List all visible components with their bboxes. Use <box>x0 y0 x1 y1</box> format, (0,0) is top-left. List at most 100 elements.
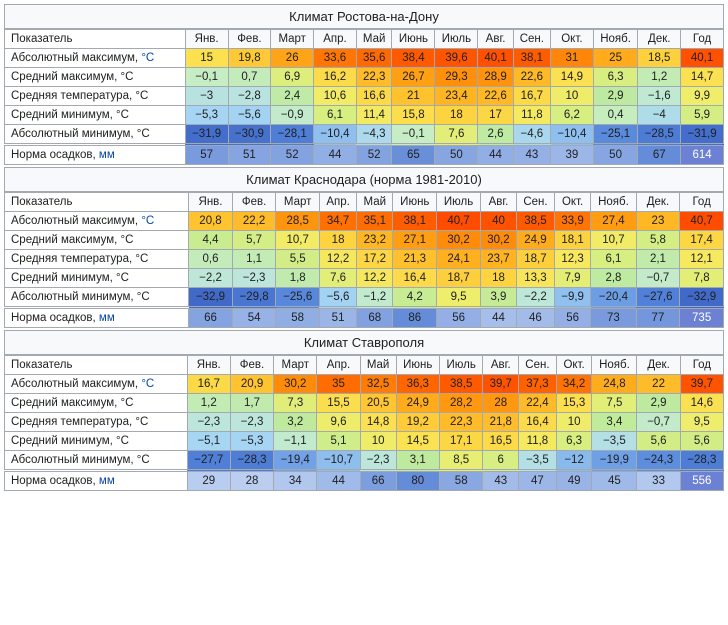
data-cell: 12,3 <box>554 250 590 269</box>
data-cell: 1,1 <box>232 250 276 269</box>
data-cell: 10 <box>551 87 594 106</box>
data-cell: −2,3 <box>360 451 396 471</box>
data-cell: −1,1 <box>274 432 317 451</box>
data-cell: 33,6 <box>314 49 357 68</box>
data-cell: 39,7 <box>483 375 519 394</box>
data-cell: −19,9 <box>592 451 637 471</box>
data-cell: 18,5 <box>638 49 681 68</box>
data-cell: −12 <box>556 451 592 471</box>
row-label: Средний минимум, °C <box>5 106 186 125</box>
unit-link-celsius[interactable]: °C <box>141 215 154 227</box>
unit-link-mm[interactable]: мм <box>99 475 115 487</box>
table-row: Абсолютный минимум, °C−32,9−29,8−25,6−5,… <box>5 288 724 308</box>
month-header: Июнь <box>393 193 437 212</box>
month-header: Июль <box>439 356 483 375</box>
data-cell: −4,6 <box>513 125 550 145</box>
data-cell: 1,2 <box>187 394 230 413</box>
table-row: Норма осадков, мм57515244526550444339506… <box>5 145 724 165</box>
table-title: Климат Краснодара (норма 1981-2010) <box>4 167 724 192</box>
climate-table: Климат СтаврополяПоказательЯнв.Фев.МартА… <box>4 330 724 491</box>
data-cell: 14,5 <box>396 432 439 451</box>
data-cell: 15,8 <box>392 106 435 125</box>
year-cell: 614 <box>681 145 724 165</box>
table-row: Абсолютный максимум, °C1519,82633,635,63… <box>5 49 724 68</box>
data-cell: −4 <box>638 106 681 125</box>
data-cell: 3,4 <box>592 413 637 432</box>
data-cell: −10,4 <box>551 125 594 145</box>
month-header: Сен. <box>513 30 550 49</box>
data-cell: 1,8 <box>276 269 320 288</box>
data-cell: 18 <box>435 106 478 125</box>
data-cell: 86 <box>393 308 437 328</box>
data-cell: 38,5 <box>439 375 483 394</box>
year-cell: −31,9 <box>681 125 724 145</box>
data-cell: 18,7 <box>437 269 481 288</box>
row-label: Средний минимум, °C <box>5 432 188 451</box>
data-cell: 56 <box>554 308 590 328</box>
data-cell: 58 <box>439 471 483 491</box>
data-cell: −31,9 <box>185 125 228 145</box>
data-cell: −27,7 <box>187 451 230 471</box>
unit-link-mm[interactable]: мм <box>99 149 115 161</box>
data-cell: 16,4 <box>519 413 557 432</box>
year-cell: 17,4 <box>680 231 724 250</box>
data-cell: 6,3 <box>593 68 638 87</box>
month-header: Апр. <box>317 356 360 375</box>
data-cell: 2,1 <box>636 250 680 269</box>
data-cell: 5,8 <box>636 231 680 250</box>
month-header: Янв. <box>189 193 233 212</box>
data-cell: 20,9 <box>230 375 273 394</box>
data-cell: 22,6 <box>513 68 550 87</box>
data-cell: 29,3 <box>435 68 478 87</box>
row-label: Средний максимум, °C <box>5 68 186 87</box>
data-cell: 44 <box>314 145 357 165</box>
data-cell: 22,3 <box>356 68 392 87</box>
year-cell: 14,6 <box>680 394 723 413</box>
data-cell: 57 <box>185 145 228 165</box>
data-cell: 50 <box>435 145 478 165</box>
table-title: Климат Ростова-на-Дону <box>4 4 724 29</box>
data-cell: 16,2 <box>314 68 357 87</box>
table-row: Средний минимум, °C−5,3−5,6−0,96,111,415… <box>5 106 724 125</box>
data-cell: −27,6 <box>636 288 680 308</box>
row-label: Норма осадков, мм <box>5 308 189 328</box>
data-cell: 1,2 <box>638 68 681 87</box>
month-header: Фев. <box>232 193 276 212</box>
data-cell: −24,3 <box>637 451 680 471</box>
year-cell: 9,9 <box>681 87 724 106</box>
data-cell: −0,7 <box>636 269 680 288</box>
data-cell: 14,8 <box>360 413 396 432</box>
data-cell: 6,3 <box>556 432 592 451</box>
data-cell: 39 <box>551 145 594 165</box>
year-cell: 7,8 <box>680 269 724 288</box>
climate-table: Климат Ростова-на-ДонуПоказательЯнв.Фев.… <box>4 4 724 165</box>
data-cell: 9,6 <box>317 413 360 432</box>
data-cell: 9,5 <box>437 288 481 308</box>
unit-link-mm[interactable]: мм <box>99 312 115 324</box>
data-cell: 52 <box>271 145 314 165</box>
data-cell: 65 <box>392 145 435 165</box>
table-row: Абсолютный минимум, °C−31,9−30,9−28,1−10… <box>5 125 724 145</box>
data-cell: 56 <box>437 308 481 328</box>
data-cell: 7,3 <box>274 394 317 413</box>
data-cell: −2,8 <box>228 87 271 106</box>
table-row: Норма осадков, мм66545851688656444656737… <box>5 308 724 328</box>
climate-table: Климат Краснодара (норма 1981-2010)Показ… <box>4 167 724 328</box>
data-cell: 44 <box>478 145 513 165</box>
data-cell: 37,3 <box>519 375 557 394</box>
row-label: Абсолютный минимум, °C <box>5 451 188 471</box>
table-row: Абсолютный минимум, °C−27,7−28,3−19,4−10… <box>5 451 724 471</box>
year-header: Год <box>680 356 723 375</box>
data-cell: 39,6 <box>435 49 478 68</box>
unit-link-celsius[interactable]: °C <box>141 378 154 390</box>
data-cell: 33,9 <box>554 212 590 231</box>
data-cell: 22,3 <box>439 413 483 432</box>
table-row: Средний максимум, °C4,45,710,71823,227,1… <box>5 231 724 250</box>
data-cell: 58 <box>276 308 320 328</box>
data-cell: 3,9 <box>481 288 517 308</box>
year-cell: 5,9 <box>681 106 724 125</box>
data-cell: −3 <box>185 87 228 106</box>
unit-link-celsius[interactable]: °C <box>141 52 154 64</box>
data-cell: 21,8 <box>483 413 519 432</box>
row-label: Средняя температура, °C <box>5 250 189 269</box>
